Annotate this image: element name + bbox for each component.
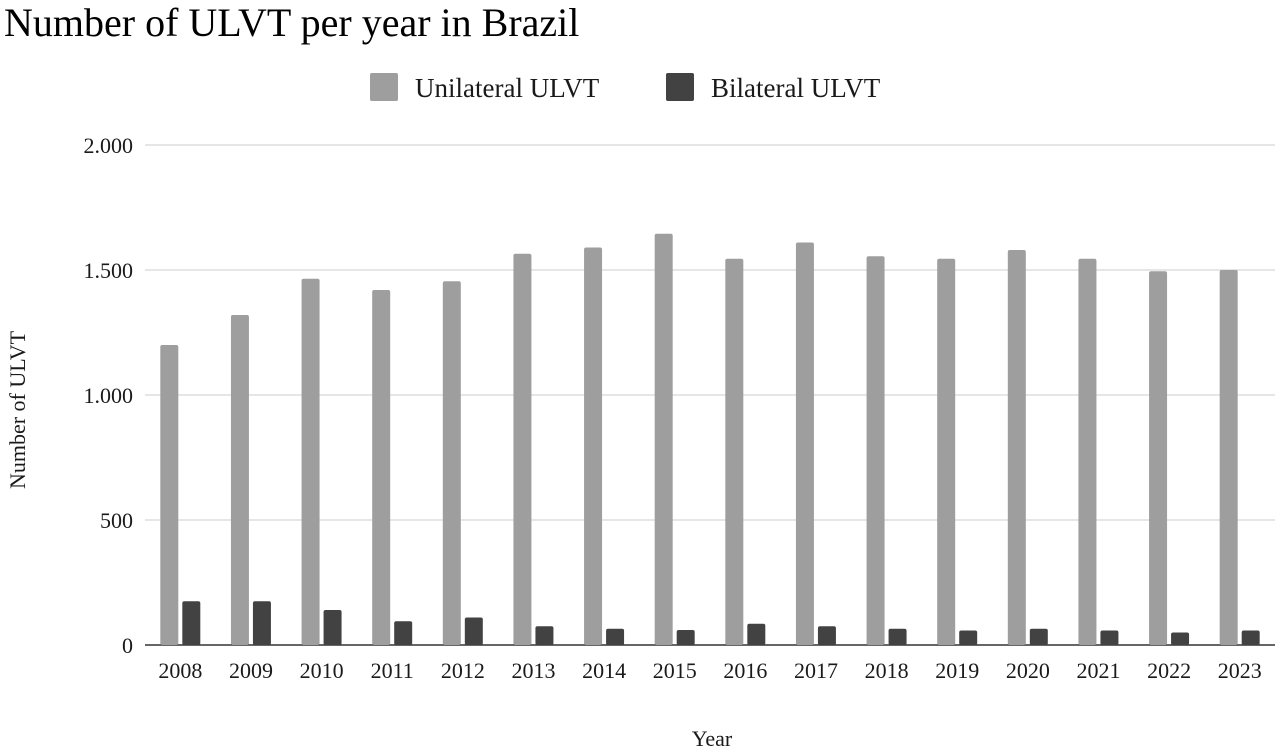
bar-bilateral-2022 [1171,632,1190,645]
x-tick-label: 2017 [794,658,838,683]
bar-unilateral-2021 [1078,258,1097,645]
x-tick-label: 2016 [723,658,767,683]
x-tick-label: 2013 [511,658,555,683]
bar-unilateral-2016 [725,258,744,645]
x-tick-label: 2022 [1147,658,1191,683]
bar-unilateral-2022 [1149,271,1168,645]
legend: Unilateral ULVT Bilateral ULVT [370,73,881,103]
x-tick-label: 2014 [582,658,626,683]
y-tick-label: 1.500 [84,258,134,283]
x-tick-label: 2008 [158,658,202,683]
bar-unilateral-2013 [513,253,532,645]
bar-unilateral-2017 [795,242,814,645]
x-tick-label: 2018 [865,658,909,683]
bar-bilateral-2012 [464,617,483,645]
bar-bilateral-2008 [182,601,201,645]
legend-swatch-bilateral [666,73,694,101]
bars [160,233,1260,645]
bar-bilateral-2016 [747,623,766,645]
bar-bilateral-2013 [535,626,554,645]
bar-bilateral-2019 [959,630,978,645]
bar-unilateral-2018 [866,256,885,645]
x-tick-label: 2019 [935,658,979,683]
bar-unilateral-2015 [654,233,673,645]
x-axis-label: Year [692,726,733,751]
legend-swatch-unilateral [370,73,398,101]
x-tick-label: 2021 [1076,658,1120,683]
bar-bilateral-2010 [323,610,342,645]
x-tick-label: 2020 [1006,658,1050,683]
bar-bilateral-2021 [1100,630,1119,645]
bar-unilateral-2009 [230,315,249,645]
x-tick-label: 2023 [1218,658,1262,683]
bar-unilateral-2023 [1219,270,1238,645]
y-tick-label: 0 [122,633,133,658]
bar-bilateral-2018 [888,628,907,645]
x-axis-ticks: 2008 2009 2010 2011 2012 2013 2014 2015 2016 2017… [158,658,1261,683]
bar-bilateral-2009 [252,601,271,645]
x-tick-label: 2010 [300,658,344,683]
y-axis-label: Number of ULVT [5,330,30,489]
bar-bilateral-2023 [1241,630,1260,645]
bar-unilateral-2012 [442,281,461,645]
x-tick-label: 2011 [371,658,414,683]
y-tick-label: 1.000 [84,383,134,408]
bar-bilateral-2017 [817,626,836,645]
bar-bilateral-2015 [676,630,695,645]
legend-label-unilateral: Unilateral ULVT [415,73,600,103]
bar-unilateral-2020 [1007,250,1026,645]
bar-unilateral-2011 [372,290,391,645]
chart-title: Number of ULVT per year in Brazil [4,0,579,45]
bar-bilateral-2020 [1029,628,1048,645]
x-tick-label: 2009 [229,658,273,683]
bar-bilateral-2014 [606,628,625,645]
bar-bilateral-2011 [394,621,413,645]
bar-unilateral-2010 [301,278,320,645]
bar-unilateral-2008 [160,345,179,645]
y-axis-ticks: 0 500 1.000 1.500 2.000 [84,133,134,658]
x-tick-label: 2015 [653,658,697,683]
bar-unilateral-2019 [937,258,956,645]
y-tick-label: 2.000 [84,133,134,158]
legend-label-bilateral: Bilateral ULVT [711,73,881,103]
x-tick-label: 2012 [441,658,485,683]
bar-unilateral-2014 [584,247,603,645]
y-tick-label: 500 [100,508,133,533]
